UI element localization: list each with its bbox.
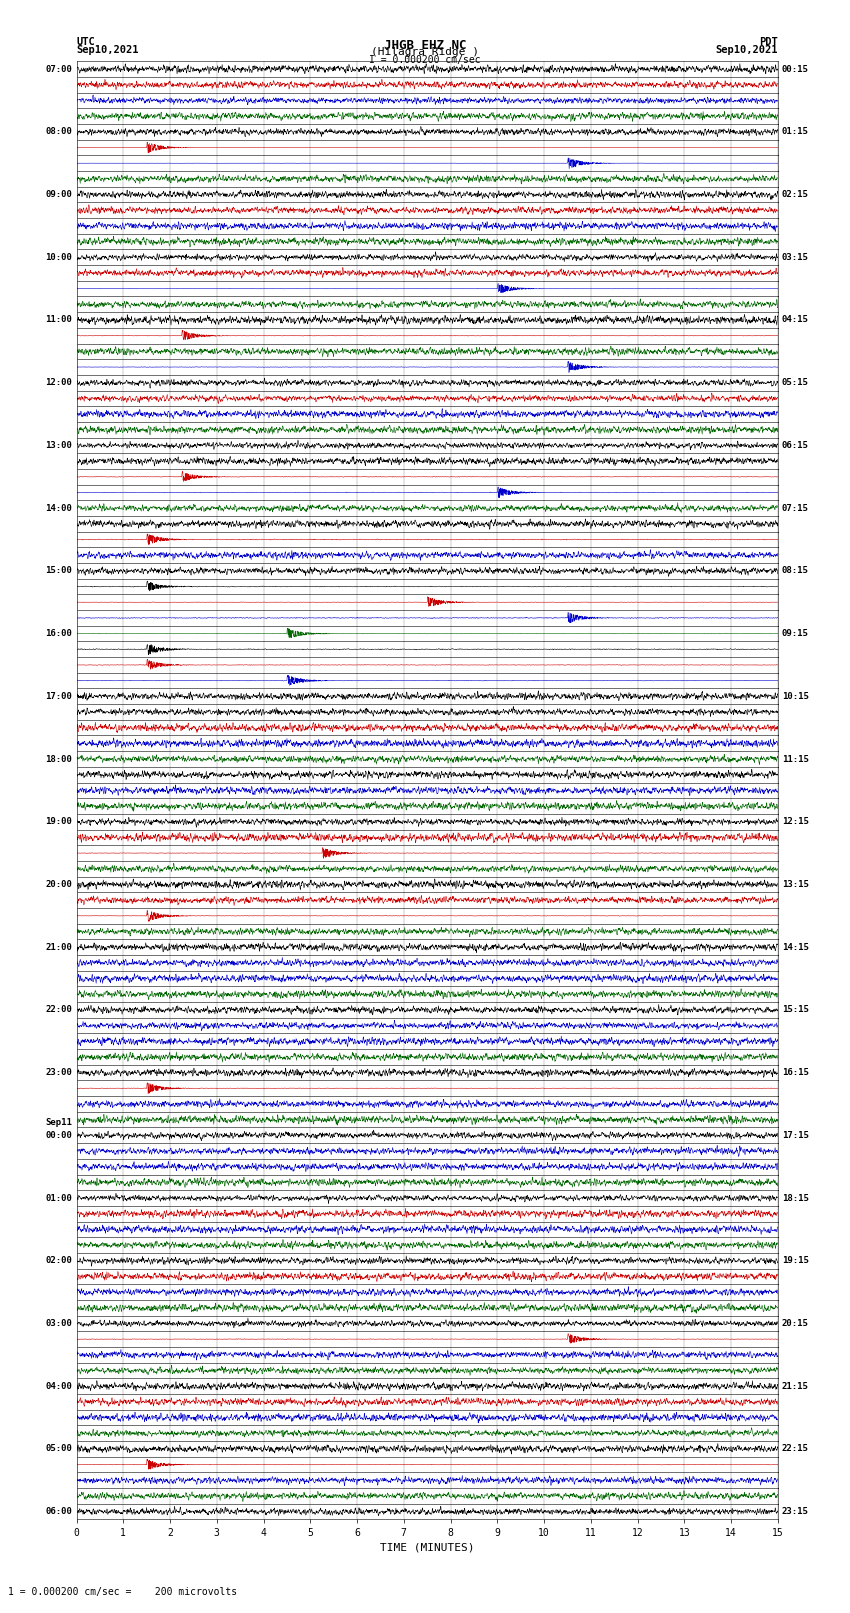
Text: 05:15: 05:15 xyxy=(782,377,809,387)
Text: 11:00: 11:00 xyxy=(45,316,72,324)
Text: 03:15: 03:15 xyxy=(782,253,809,261)
Text: 11:15: 11:15 xyxy=(782,755,809,763)
Text: 22:00: 22:00 xyxy=(45,1005,72,1015)
Text: 07:00: 07:00 xyxy=(45,65,72,74)
Text: 09:00: 09:00 xyxy=(45,190,72,198)
Text: 14:15: 14:15 xyxy=(782,942,809,952)
Text: Sep11: Sep11 xyxy=(45,1118,72,1127)
Text: Sep10,2021: Sep10,2021 xyxy=(715,45,778,55)
Text: 00:00: 00:00 xyxy=(45,1131,72,1140)
Text: 07:15: 07:15 xyxy=(782,503,809,513)
Text: 17:00: 17:00 xyxy=(45,692,72,700)
Text: I = 0.000200 cm/sec: I = 0.000200 cm/sec xyxy=(369,55,481,65)
Text: 02:15: 02:15 xyxy=(782,190,809,198)
Text: 04:15: 04:15 xyxy=(782,316,809,324)
Text: 03:00: 03:00 xyxy=(45,1319,72,1327)
Text: PDT: PDT xyxy=(759,37,778,47)
Text: 02:00: 02:00 xyxy=(45,1257,72,1265)
Text: 18:00: 18:00 xyxy=(45,755,72,763)
Text: 23:00: 23:00 xyxy=(45,1068,72,1077)
Text: 05:00: 05:00 xyxy=(45,1444,72,1453)
Text: 22:15: 22:15 xyxy=(782,1444,809,1453)
Text: 08:00: 08:00 xyxy=(45,127,72,137)
Text: 13:00: 13:00 xyxy=(45,440,72,450)
Text: 17:15: 17:15 xyxy=(782,1131,809,1140)
Text: 04:00: 04:00 xyxy=(45,1382,72,1390)
Text: 12:15: 12:15 xyxy=(782,818,809,826)
Text: 1 = 0.000200 cm/sec =    200 microvolts: 1 = 0.000200 cm/sec = 200 microvolts xyxy=(8,1587,238,1597)
Text: Sep10,2021: Sep10,2021 xyxy=(76,45,139,55)
Text: 01:15: 01:15 xyxy=(782,127,809,137)
Text: 21:15: 21:15 xyxy=(782,1382,809,1390)
Text: 19:15: 19:15 xyxy=(782,1257,809,1265)
Text: 18:15: 18:15 xyxy=(782,1194,809,1203)
Text: 14:00: 14:00 xyxy=(45,503,72,513)
X-axis label: TIME (MINUTES): TIME (MINUTES) xyxy=(380,1542,474,1553)
Text: 16:00: 16:00 xyxy=(45,629,72,639)
Text: 06:15: 06:15 xyxy=(782,440,809,450)
Text: 06:00: 06:00 xyxy=(45,1507,72,1516)
Text: JHGB EHZ NC: JHGB EHZ NC xyxy=(383,39,467,52)
Text: 00:15: 00:15 xyxy=(782,65,809,74)
Text: (Hilagra Ridge ): (Hilagra Ridge ) xyxy=(371,47,479,56)
Text: 10:00: 10:00 xyxy=(45,253,72,261)
Text: 23:15: 23:15 xyxy=(782,1507,809,1516)
Text: 19:00: 19:00 xyxy=(45,818,72,826)
Text: 10:15: 10:15 xyxy=(782,692,809,700)
Text: 13:15: 13:15 xyxy=(782,881,809,889)
Text: 16:15: 16:15 xyxy=(782,1068,809,1077)
Text: 15:15: 15:15 xyxy=(782,1005,809,1015)
Text: 20:15: 20:15 xyxy=(782,1319,809,1327)
Text: 21:00: 21:00 xyxy=(45,942,72,952)
Text: UTC: UTC xyxy=(76,37,95,47)
Text: 01:00: 01:00 xyxy=(45,1194,72,1203)
Text: 15:00: 15:00 xyxy=(45,566,72,576)
Text: 20:00: 20:00 xyxy=(45,881,72,889)
Text: 08:15: 08:15 xyxy=(782,566,809,576)
Text: 09:15: 09:15 xyxy=(782,629,809,639)
Text: 12:00: 12:00 xyxy=(45,377,72,387)
